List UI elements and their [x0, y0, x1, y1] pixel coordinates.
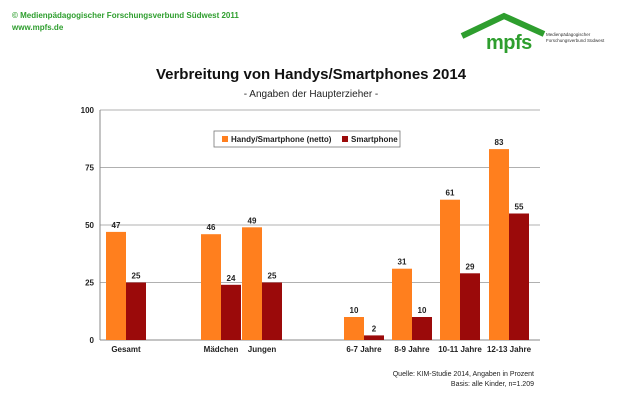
x-tick-label: Mädchen: [204, 345, 239, 354]
bar-smartphone: [509, 213, 529, 340]
data-label: 29: [466, 262, 475, 271]
bar-handy-netto: [242, 227, 262, 340]
data-label: 10: [418, 306, 427, 315]
source-line-2: Basis: alle Kinder, n=1.209: [450, 381, 534, 388]
x-tick-label: Gesamt: [111, 345, 141, 354]
x-tick-label: 6-7 Jahre: [346, 345, 382, 354]
bar-smartphone: [364, 335, 384, 340]
chart-subtitle: - Angaben der Haupterzieher -: [243, 89, 379, 100]
y-tick-label: 75: [85, 164, 94, 173]
copyright-text: © Medienpädagogischer Forschungsverbund …: [12, 11, 239, 20]
y-tick-label: 0: [90, 336, 95, 345]
data-label: 47: [112, 221, 121, 230]
data-label: 83: [495, 138, 504, 147]
chart-title: Verbreitung von Handys/Smartphones 2014: [155, 66, 467, 83]
data-label: 25: [268, 272, 277, 281]
data-label: 24: [227, 274, 236, 283]
bar-handy-netto: [440, 199, 460, 340]
bar-handy-netto: [344, 317, 364, 340]
data-label: 61: [446, 189, 455, 198]
mpfs-logo: mpfs Medienpädagogischer Forschungsverbu…: [458, 12, 608, 60]
legend-swatch: [222, 136, 228, 142]
legend-swatch: [342, 136, 348, 142]
legend-label: Smartphone: [351, 135, 398, 144]
website-text: www.mpfs.de: [12, 23, 64, 32]
bar-handy-netto: [201, 234, 221, 340]
source-line-1: Quelle: KIM-Studie 2014, Angaben in Proz…: [392, 371, 534, 378]
y-tick-label: 100: [81, 106, 95, 115]
bar-smartphone: [262, 282, 282, 340]
data-label: 31: [398, 258, 407, 267]
data-label: 55: [515, 203, 524, 212]
bar-smartphone: [412, 317, 432, 340]
legend-label: Handy/Smartphone (netto): [231, 135, 332, 144]
y-tick-label: 25: [85, 279, 94, 288]
bar-smartphone: [221, 284, 241, 340]
x-tick-label: Jungen: [248, 345, 277, 354]
logo-text: mpfs: [486, 32, 532, 54]
legend-box: [213, 130, 401, 148]
x-tick-label: 10-11 Jahre: [438, 345, 482, 354]
data-label: 49: [248, 216, 257, 225]
x-tick-label: 8-9 Jahre: [394, 345, 430, 354]
data-label: 2: [372, 324, 377, 333]
bar-handy-netto: [106, 231, 126, 340]
y-tick-label: 50: [85, 221, 94, 230]
bar-smartphone: [460, 273, 480, 340]
bar-handy-netto: [489, 149, 509, 340]
logo-roof-icon: [460, 12, 546, 39]
logo-subtext: Medienpädagogischer Forschungsverbund Sü…: [546, 32, 605, 43]
copyright-notice: © Medienpädagogischer Forschungsverbund …: [12, 10, 239, 34]
data-label: 10: [350, 306, 359, 315]
data-label: 46: [207, 223, 216, 232]
source-note: Quelle: KIM-Studie 2014, Angaben in Proz…: [393, 370, 534, 390]
x-tick-label: 12-13 Jahre: [487, 345, 532, 354]
data-label: 25: [132, 272, 141, 281]
bar-handy-netto: [392, 268, 412, 340]
bar-smartphone: [126, 282, 146, 340]
